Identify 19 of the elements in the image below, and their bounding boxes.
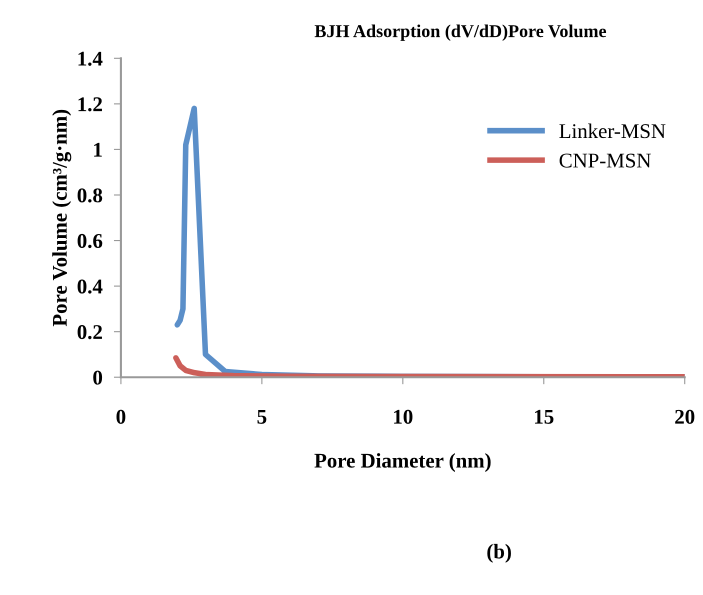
x-tick-label: 15 xyxy=(535,410,554,424)
legend-label: Linker-MSN xyxy=(559,124,666,138)
x-tick-label: 20 xyxy=(675,410,694,424)
text: (b) xyxy=(487,544,511,563)
chart-title: BJH Adsorption (dV/dD)Pore Volume xyxy=(314,24,606,41)
x-tick-label: 10 xyxy=(394,410,412,424)
y-axis-title: Pore Volume (cm³/g·nm) xyxy=(52,110,72,326)
y-tick-label: 0 xyxy=(93,370,102,385)
x-tick-label: 0 xyxy=(116,410,126,424)
y-tick-label: 1.4 xyxy=(78,52,102,66)
y-tick-label: 0.8 xyxy=(78,188,102,203)
x-tick-label: 5 xyxy=(257,410,266,424)
y-tick-label: 1 xyxy=(94,142,102,157)
y-tick-label: 1.2 xyxy=(78,97,102,112)
x-axis-title: Pore Diameter (nm) xyxy=(314,453,491,472)
legend-label: CNP-MSN xyxy=(560,154,651,168)
y-tick-label: 0.2 xyxy=(78,325,102,340)
y-tick-label: 0.6 xyxy=(78,234,102,248)
y-tick-label: 0.4 xyxy=(78,279,102,294)
